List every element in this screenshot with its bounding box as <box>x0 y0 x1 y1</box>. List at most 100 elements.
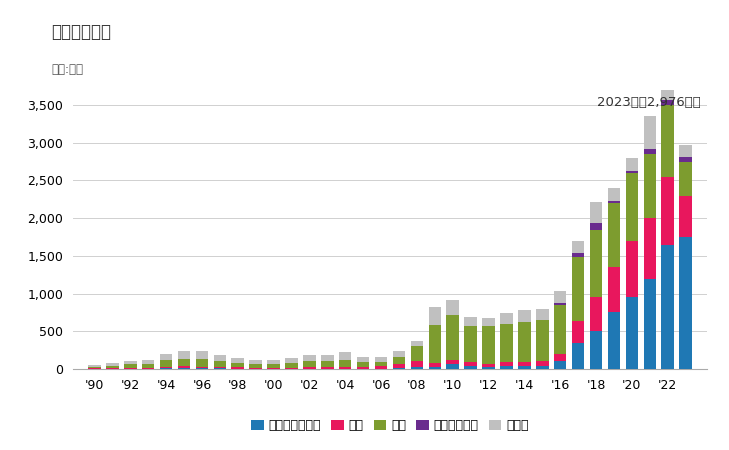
Bar <box>124 364 136 368</box>
Bar <box>608 188 620 201</box>
Bar <box>644 154 656 218</box>
Bar <box>679 144 692 157</box>
Legend: サウジアラビア, 中国, 米国, シンガポール, その他: サウジアラビア, 中国, 米国, シンガポール, その他 <box>246 414 534 437</box>
Bar <box>446 315 459 360</box>
Bar <box>178 366 190 368</box>
Bar <box>661 68 674 100</box>
Bar <box>500 313 512 324</box>
Bar <box>536 361 549 366</box>
Bar <box>124 361 136 365</box>
Bar <box>357 367 370 369</box>
Bar <box>590 224 602 230</box>
Bar <box>357 362 370 367</box>
Bar <box>339 367 351 369</box>
Bar <box>429 367 441 369</box>
Bar <box>357 357 370 362</box>
Bar <box>518 322 531 362</box>
Bar <box>644 149 656 154</box>
Bar <box>393 368 405 369</box>
Bar <box>195 359 208 367</box>
Bar <box>679 237 692 369</box>
Bar <box>572 342 585 369</box>
Bar <box>285 368 297 369</box>
Bar <box>625 241 638 297</box>
Bar <box>554 291 566 303</box>
Bar <box>410 342 423 346</box>
Bar <box>483 326 495 364</box>
Bar <box>625 173 638 241</box>
Bar <box>679 162 692 196</box>
Bar <box>644 218 656 279</box>
Bar <box>625 158 638 171</box>
Bar <box>608 203 620 267</box>
Bar <box>518 366 531 369</box>
Bar <box>500 362 512 366</box>
Bar <box>500 324 512 362</box>
Bar <box>178 359 190 366</box>
Bar <box>536 310 549 320</box>
Bar <box>518 310 531 322</box>
Bar <box>232 368 244 369</box>
Bar <box>410 346 423 361</box>
Bar <box>106 363 119 366</box>
Bar <box>572 257 585 321</box>
Text: 輸出量の推移: 輸出量の推移 <box>51 22 111 40</box>
Bar <box>285 358 297 363</box>
Bar <box>590 230 602 297</box>
Bar <box>268 364 280 368</box>
Bar <box>285 363 297 368</box>
Bar <box>625 171 638 173</box>
Bar <box>375 366 387 369</box>
Bar <box>625 297 638 369</box>
Bar <box>464 317 477 326</box>
Bar <box>160 354 172 360</box>
Bar <box>303 368 316 369</box>
Text: 2023年：2,976トン: 2023年：2,976トン <box>597 95 701 108</box>
Bar <box>232 363 244 368</box>
Bar <box>608 201 620 203</box>
Bar <box>142 360 155 364</box>
Bar <box>393 364 405 368</box>
Bar <box>410 368 423 369</box>
Bar <box>106 366 119 368</box>
Bar <box>142 364 155 368</box>
Bar <box>321 361 334 368</box>
Bar <box>661 100 674 105</box>
Bar <box>214 361 226 367</box>
Bar <box>518 362 531 366</box>
Bar <box>536 320 549 361</box>
Bar <box>590 331 602 369</box>
Bar <box>214 368 226 369</box>
Bar <box>375 362 387 366</box>
Bar <box>554 354 566 361</box>
Bar <box>572 321 585 342</box>
Bar <box>160 360 172 367</box>
Bar <box>554 305 566 354</box>
Bar <box>195 367 208 368</box>
Bar <box>214 355 226 361</box>
Bar <box>483 319 495 326</box>
Bar <box>608 267 620 312</box>
Bar <box>214 367 226 368</box>
Bar <box>590 202 602 224</box>
Bar <box>661 105 674 177</box>
Text: 単位:トン: 単位:トン <box>51 63 83 76</box>
Bar <box>160 367 172 368</box>
Bar <box>608 312 620 369</box>
Bar <box>303 356 316 361</box>
Bar <box>321 368 334 369</box>
Bar <box>464 362 477 366</box>
Bar <box>393 351 405 357</box>
Bar <box>483 367 495 369</box>
Bar <box>644 117 656 149</box>
Bar <box>446 300 459 315</box>
Bar <box>464 366 477 369</box>
Bar <box>590 297 602 331</box>
Bar <box>88 365 101 367</box>
Bar <box>500 366 512 369</box>
Bar <box>88 367 101 368</box>
Bar <box>249 364 262 368</box>
Bar <box>572 241 585 253</box>
Bar <box>679 196 692 237</box>
Bar <box>483 364 495 367</box>
